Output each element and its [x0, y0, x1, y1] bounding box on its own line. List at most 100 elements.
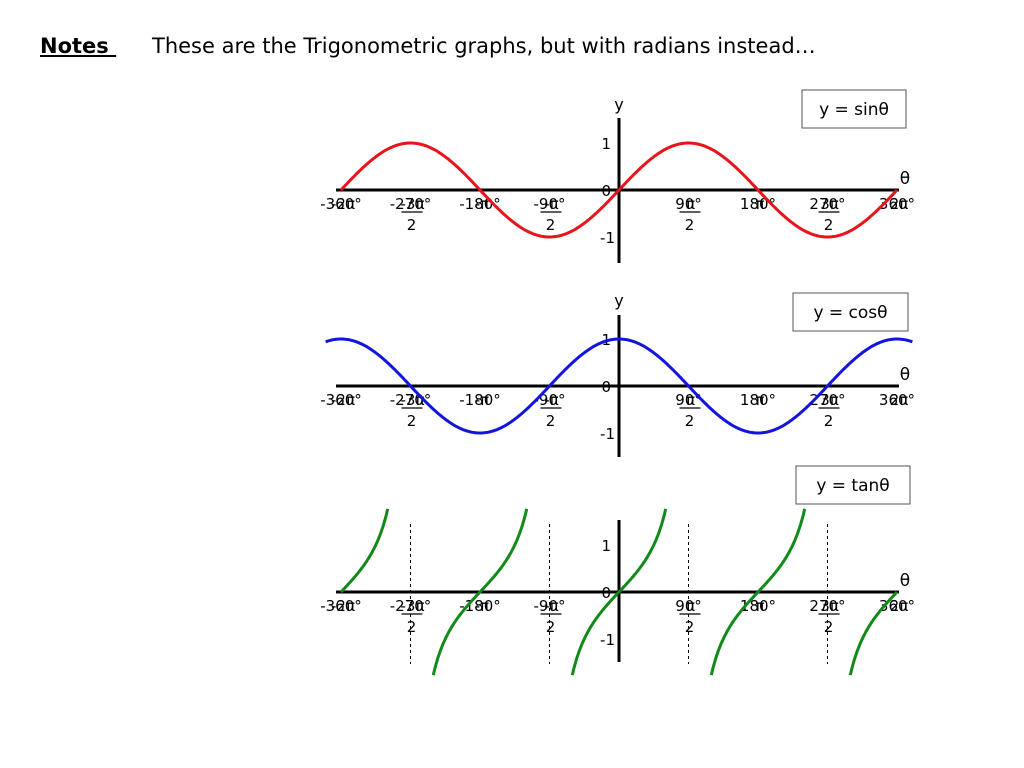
x-tick-degree-label: -360°	[320, 597, 362, 615]
x-tick-degree-label: 180°	[740, 391, 776, 409]
x-tick-degree-label: -90°	[534, 597, 566, 615]
x-tick-radian-label: 2π	[890, 195, 909, 213]
y-tick-label-neg1: -1	[600, 229, 615, 247]
x-tick-90: 90°π 2	[675, 391, 702, 430]
notes-label: Notes	[40, 34, 117, 58]
x-axis-label: θ	[900, 365, 910, 385]
x-tick-radian-denominator: 2	[546, 412, 556, 430]
x-tick--90: -90°-π 2	[534, 597, 566, 636]
x-tick-radian-label: -π	[544, 195, 558, 213]
tan-curve-segment	[848, 590, 899, 676]
y-axis-label: y	[614, 95, 623, 114]
x-tick-radian-label: 3π	[820, 391, 839, 409]
header-text: These are the Trigonometric graphs, but …	[152, 34, 816, 58]
x-tick-radian-denominator: 2	[407, 618, 417, 636]
x-tick-radian-label: 3π	[820, 597, 839, 615]
y-tick-label-0: 0	[601, 584, 611, 602]
x-tick-radian-label: 2π	[890, 391, 909, 409]
x-tick-radian-label: -3π	[401, 597, 425, 615]
x-tick-degree-label: -270°	[390, 195, 432, 213]
x-tick-radian-denominator: 2	[546, 618, 556, 636]
x-tick-radian-label: -2π	[331, 195, 355, 213]
x-tick--360: -360°-2π	[320, 195, 362, 213]
x-tick-radian-label: -3π	[401, 391, 425, 409]
x-tick-degree-label: 270°	[809, 597, 845, 615]
x-tick--360: -360°-2π	[320, 597, 362, 615]
x-tick-radian-label: -3π	[401, 195, 425, 213]
y-tick-label-0: 0	[601, 182, 611, 200]
x-tick-radian-denominator: 2	[685, 618, 695, 636]
x-tick-radian-denominator: 2	[824, 412, 834, 430]
x-tick-radian-denominator: 2	[824, 618, 834, 636]
x-tick-degree-label: -90°	[534, 195, 566, 213]
x-tick-180: 180°π	[740, 391, 776, 409]
x-tick-radian-denominator: 2	[546, 216, 556, 234]
graph-tan: θ10-1-360°-2π -270°-3π2-180°-π -90°-π290°π…	[320, 465, 915, 676]
x-tick--270: -270°-3π 2	[390, 597, 432, 636]
x-tick-radian-label: -π	[475, 391, 489, 409]
x-tick-degree-label: -180°	[459, 391, 501, 409]
sin-curve	[339, 141, 899, 239]
x-tick-degree-label: -270°	[390, 597, 432, 615]
x-tick-radian-label: π	[755, 195, 764, 213]
x-axis-label: θ	[900, 571, 910, 591]
x-tick-radian-label: -π	[475, 597, 489, 615]
x-tick-radian-label: -π	[544, 391, 558, 409]
x-tick-radian-denominator: 2	[407, 216, 417, 234]
x-axis-label: θ	[900, 169, 910, 189]
equation-label: y = cosθ	[813, 303, 887, 323]
x-tick-radian-label: -π	[544, 597, 558, 615]
x-tick-270: 270°3π2	[809, 391, 845, 430]
x-tick-radian-label: -2π	[331, 597, 355, 615]
y-tick-label-1: 1	[601, 135, 611, 153]
x-tick-radian-denominator: 2	[685, 412, 695, 430]
tan-curve-segment	[339, 508, 390, 594]
tan-curve-segment	[570, 508, 668, 676]
x-tick--360: -360°-2π	[320, 391, 362, 409]
y-tick-label-0: 0	[601, 378, 611, 396]
y-tick-label-neg1: -1	[600, 631, 615, 649]
cos-curve	[325, 337, 913, 435]
x-tick-270: 270°3π 2	[809, 195, 845, 234]
x-tick-radian-label: -π	[475, 195, 489, 213]
x-tick-90: 90°π 2	[675, 195, 702, 234]
x-tick--270: -270°-3π 2	[390, 195, 432, 234]
y-tick-label-1: 1	[601, 537, 611, 555]
x-tick-degree-label: 270°	[809, 195, 845, 213]
equation-box	[801, 89, 907, 129]
x-tick-radian-label: π	[755, 597, 764, 615]
equation-label: y = tanθ	[816, 476, 889, 496]
tan-curve-segment	[709, 508, 807, 676]
x-tick--180: -180°-π	[459, 391, 501, 409]
x-tick-radian-denominator: 2	[407, 412, 417, 430]
x-tick-90: 90°π 2	[675, 597, 702, 636]
x-tick-degree-label: 90°	[675, 195, 702, 213]
x-tick-radian-label: π	[686, 391, 695, 409]
x-tick--270: -270°-3π2	[390, 391, 432, 430]
x-tick-degree-label: -360°	[320, 391, 362, 409]
y-axis-label: y	[614, 291, 623, 310]
x-tick-radian-denominator: 2	[824, 216, 834, 234]
x-tick-degree-label: 90°	[675, 391, 702, 409]
x-tick--90: -90°-π 2	[534, 195, 566, 234]
equation-label: y = sinθ	[819, 100, 889, 120]
equation-box	[795, 465, 911, 505]
x-tick-radian-denominator: 2	[685, 216, 695, 234]
x-tick-degree-label: -360°	[320, 195, 362, 213]
x-tick-degree-label: 360°	[879, 391, 915, 409]
x-tick-radian-label: π	[755, 391, 764, 409]
x-tick-radian-label: 3π	[820, 195, 839, 213]
x-tick-degree-label: 90°	[675, 597, 702, 615]
x-tick-270: 270°3π 2	[809, 597, 845, 636]
y-tick-label-neg1: -1	[600, 425, 615, 443]
x-tick-radian-label: 2π	[890, 597, 909, 615]
x-tick-radian-label: π	[686, 597, 695, 615]
x-tick-360: 360°2π	[879, 391, 915, 409]
equation-box	[792, 292, 909, 332]
x-tick-radian-label: π	[686, 195, 695, 213]
x-tick-radian-label: -2π	[331, 391, 355, 409]
tan-curve-segment	[431, 508, 529, 676]
